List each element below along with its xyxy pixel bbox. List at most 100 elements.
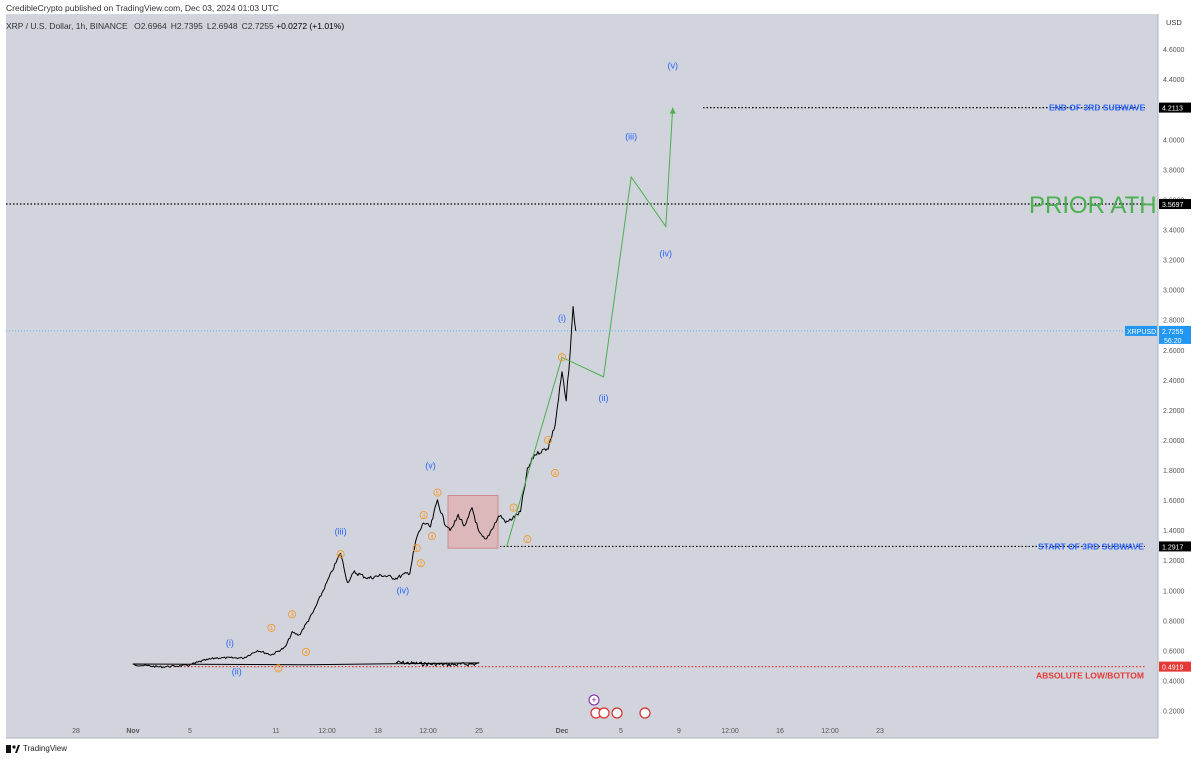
- symbol-line: XRP / U.S. Dollar, 1h, BINANCE O2.6964 H2…: [6, 21, 344, 31]
- symbol-tag-text: XRPUSD: [1127, 329, 1156, 336]
- wave-label-minor-ring: [301, 647, 310, 656]
- x-tick-label: Nov: [126, 728, 139, 735]
- y-tick-label: 4.4000: [1163, 77, 1185, 84]
- wave-label-minor: 4: [304, 650, 307, 656]
- ohlc-o: O2.6964: [134, 21, 167, 31]
- wave-label-major: (ii): [232, 666, 242, 676]
- y-tick-label: 2.4000: [1163, 378, 1185, 385]
- projection-path: [506, 107, 674, 547]
- level-price-tag: [1159, 102, 1191, 113]
- y-tick-label: 1.6000: [1163, 498, 1185, 505]
- economic-event-flag-icon[interactable]: [639, 707, 651, 719]
- wave-label-minor: 5: [560, 356, 563, 362]
- projection-arrow: [669, 107, 676, 114]
- wave-label-minor: 1: [415, 546, 418, 552]
- change-value: +0.0272 (+1.01%): [276, 21, 345, 31]
- plot-area[interactable]: [6, 14, 1158, 738]
- wave-label-minor-ring: [509, 503, 518, 512]
- wave-label-minor: 1: [512, 506, 515, 512]
- x-tick-label: 9: [677, 728, 681, 735]
- y-tick-label: 2.2000: [1163, 408, 1185, 415]
- x-tick-label: 11: [272, 728, 279, 735]
- y-tick-label: 0.6000: [1163, 648, 1185, 655]
- wave-label-minor-ring: [416, 559, 425, 568]
- x-tick-label: 25: [475, 728, 483, 735]
- price-axis[interactable]: [1158, 14, 1200, 738]
- consolidation-box: [447, 495, 499, 549]
- x-tick-label: 16: [776, 728, 784, 735]
- x-tick-label: 12:00: [318, 728, 336, 735]
- y-tick-label: 2.8000: [1163, 318, 1185, 325]
- x-tick-label: 18: [374, 728, 382, 735]
- level-price-tag: [1159, 541, 1191, 552]
- wave-label-minor: 1: [270, 626, 273, 632]
- wave-label-major: (iv): [660, 249, 673, 259]
- y-tick-label: 3.4000: [1163, 228, 1185, 235]
- wave-label-minor-ring: [412, 544, 421, 553]
- price-line: [132, 306, 577, 669]
- brand-label: TradingView: [23, 744, 68, 753]
- y-tick-label: 1.2000: [1163, 558, 1185, 565]
- y-tick-label: 1.8000: [1163, 468, 1185, 475]
- wave-label-minor: 4: [554, 471, 557, 477]
- tradingview-brand[interactable]: TradingView: [6, 744, 67, 753]
- level-price-tag-text: 1.2917: [1162, 544, 1184, 551]
- wave-label-minor-ring: [267, 623, 276, 632]
- wave-label-major: (v): [425, 461, 436, 471]
- x-tick-label: 12:00: [419, 728, 437, 735]
- wave-label-minor: 2: [419, 562, 422, 568]
- symbol-tag: [1125, 325, 1157, 336]
- economic-event-flag-icon[interactable]: [598, 707, 610, 719]
- y-tick-label: 3.0000: [1163, 288, 1185, 295]
- wave-label-minor-ring: [544, 435, 553, 444]
- y-tick-label: 1.0000: [1163, 588, 1185, 595]
- wave-label-minor: 3: [291, 613, 294, 619]
- y-tick-label: 0.2000: [1163, 709, 1185, 716]
- event-plus-glyph: +: [591, 695, 596, 705]
- y-tick-label: 1.4000: [1163, 528, 1185, 535]
- ohlc-c: C2.7255: [241, 21, 274, 31]
- wave-label-major: (i): [226, 638, 234, 648]
- wave-label-major: (iv): [397, 585, 410, 595]
- wave-label-minor-ring: [336, 550, 345, 559]
- wave-label-minor-ring: [558, 353, 567, 362]
- wave-label-major: (v): [667, 61, 678, 71]
- wave-label-major: (iii): [625, 131, 637, 141]
- x-tick-label: 12:00: [721, 728, 739, 735]
- wave-label-major: (i): [558, 313, 566, 323]
- y-tick-label: 3.2000: [1163, 258, 1185, 265]
- y-tick-label: 3.8000: [1163, 167, 1185, 174]
- level-price-tag-text: 3.5697: [1162, 202, 1184, 209]
- level-label: ABSOLUTE LOW/BOTTOM: [1036, 671, 1144, 681]
- wave-label-minor: 4: [430, 534, 433, 540]
- wave-label-minor-ring: [419, 511, 428, 520]
- wave-label-minor-ring: [523, 535, 532, 544]
- wave-label-minor: 5: [436, 491, 439, 497]
- currency-label: USD: [1166, 18, 1182, 27]
- current-price-tag: [1159, 325, 1191, 344]
- y-tick-label: 0.8000: [1163, 618, 1185, 625]
- level-label: END OF 3RD SUBWAVE: [1049, 103, 1146, 113]
- wave-label-minor-ring: [427, 532, 436, 541]
- y-tick-label: 0.4000: [1163, 678, 1185, 685]
- level-label: START OF 3RD SUBWAVE: [1038, 541, 1144, 551]
- level-price-tag: [1159, 199, 1191, 210]
- y-tick-label: 4.6000: [1163, 47, 1185, 54]
- y-tick-label: 2.6000: [1163, 348, 1185, 355]
- x-tick-label: 12:00: [821, 728, 839, 735]
- x-tick-label: 28: [72, 728, 80, 735]
- wave-label-minor-ring: [288, 610, 297, 619]
- tradingview-logo-icon: [6, 744, 20, 753]
- economic-event-flag-icon[interactable]: [611, 707, 623, 719]
- level-price-tag: [1159, 661, 1191, 672]
- wave-label-minor: 2: [277, 667, 280, 673]
- wave-label-minor-ring: [433, 488, 442, 497]
- time-axis[interactable]: [0, 738, 1200, 759]
- event-plus-icon[interactable]: [588, 694, 600, 706]
- x-tick-label: Dec: [556, 728, 569, 735]
- level-label: PRIOR ATH: [1029, 192, 1157, 219]
- level-price-tag-text: 0.4919: [1162, 665, 1184, 672]
- x-tick-label: 5: [619, 728, 623, 735]
